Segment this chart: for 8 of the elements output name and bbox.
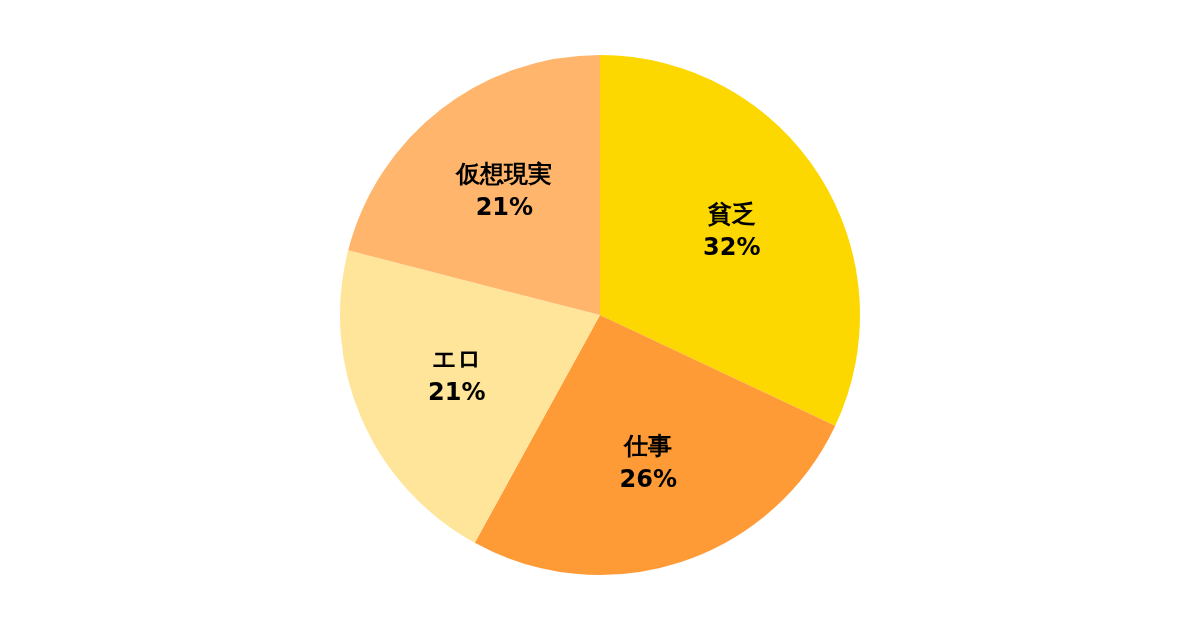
data-label: 21% [428, 378, 486, 407]
data-label: 26% [619, 464, 677, 493]
slice-label: 仮想現実 [455, 159, 553, 188]
slice-label: 貧乏 [706, 199, 756, 228]
slice-label: 仕事 [623, 431, 673, 460]
slice-label: エロ [431, 345, 482, 374]
data-label: 21% [475, 192, 534, 221]
data-label: 32% [702, 232, 761, 261]
